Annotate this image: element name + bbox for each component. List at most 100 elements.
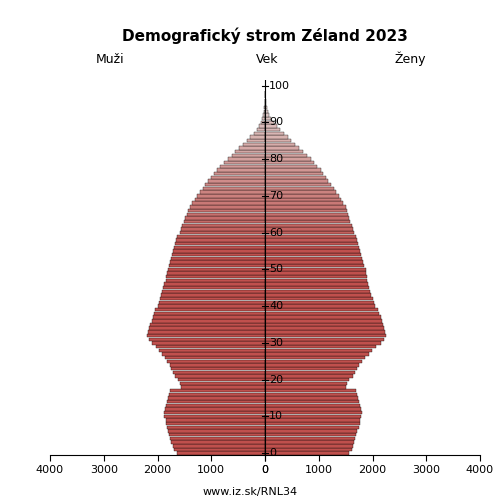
Bar bbox=[265, 164, 317, 168]
Bar bbox=[265, 360, 362, 363]
Bar bbox=[265, 202, 344, 205]
Bar bbox=[166, 275, 265, 278]
Bar bbox=[265, 124, 277, 128]
Bar bbox=[265, 120, 274, 124]
Bar bbox=[177, 452, 265, 455]
Bar bbox=[265, 198, 341, 201]
Bar bbox=[265, 110, 268, 113]
Bar bbox=[265, 437, 356, 440]
Bar bbox=[224, 161, 265, 164]
Bar bbox=[265, 411, 362, 414]
Bar bbox=[170, 389, 265, 392]
Bar bbox=[265, 264, 364, 268]
Bar bbox=[265, 426, 358, 429]
Bar bbox=[149, 326, 265, 330]
Bar bbox=[265, 444, 353, 448]
Bar bbox=[265, 290, 370, 293]
Bar bbox=[265, 286, 370, 290]
Bar bbox=[217, 168, 265, 172]
Bar bbox=[208, 180, 265, 183]
Bar bbox=[265, 430, 358, 433]
Bar bbox=[265, 128, 280, 132]
Bar bbox=[265, 242, 358, 246]
Bar bbox=[265, 183, 331, 186]
Bar bbox=[198, 194, 265, 198]
Bar bbox=[174, 374, 265, 378]
Bar bbox=[170, 437, 265, 440]
Bar bbox=[172, 367, 265, 370]
Bar bbox=[265, 440, 354, 444]
Bar bbox=[171, 256, 265, 260]
Bar bbox=[265, 308, 378, 312]
Bar bbox=[265, 234, 356, 238]
Bar bbox=[265, 356, 365, 360]
Bar bbox=[167, 426, 265, 429]
Bar bbox=[265, 176, 326, 179]
Bar bbox=[265, 139, 291, 142]
Bar bbox=[164, 286, 265, 290]
Bar bbox=[265, 334, 386, 337]
Bar bbox=[181, 386, 265, 388]
Bar bbox=[265, 260, 364, 264]
Bar bbox=[166, 422, 265, 426]
Bar bbox=[265, 246, 359, 249]
Bar bbox=[170, 260, 265, 264]
Bar bbox=[166, 404, 265, 407]
Bar bbox=[265, 180, 328, 183]
Bar bbox=[165, 408, 265, 410]
Bar bbox=[184, 220, 265, 223]
Bar bbox=[265, 282, 368, 286]
Bar bbox=[166, 278, 265, 282]
Bar bbox=[265, 433, 356, 436]
Bar bbox=[159, 348, 265, 352]
Bar bbox=[176, 238, 265, 242]
Bar bbox=[260, 124, 265, 128]
Bar bbox=[265, 142, 295, 146]
Bar bbox=[162, 352, 265, 356]
Bar bbox=[265, 231, 354, 234]
Bar bbox=[155, 308, 265, 312]
Bar bbox=[262, 117, 265, 120]
Bar bbox=[265, 117, 271, 120]
Bar bbox=[265, 113, 270, 116]
Bar bbox=[265, 209, 347, 212]
Bar bbox=[265, 216, 349, 220]
Bar bbox=[159, 300, 265, 304]
Bar bbox=[265, 363, 359, 366]
Bar bbox=[265, 227, 353, 230]
Bar bbox=[164, 414, 265, 418]
Bar bbox=[265, 154, 307, 157]
Bar bbox=[200, 190, 265, 194]
Bar bbox=[265, 158, 310, 160]
Bar bbox=[265, 224, 352, 227]
Bar bbox=[194, 198, 265, 201]
Bar bbox=[180, 227, 265, 230]
Text: 0: 0 bbox=[270, 448, 276, 458]
Bar bbox=[190, 205, 265, 208]
Bar bbox=[265, 161, 314, 164]
Text: www.iz.sk/RNL34: www.iz.sk/RNL34 bbox=[202, 488, 298, 498]
Bar bbox=[178, 378, 265, 382]
Bar bbox=[192, 202, 265, 205]
Bar bbox=[265, 422, 360, 426]
Bar bbox=[148, 330, 265, 334]
Bar bbox=[265, 319, 382, 322]
Bar bbox=[265, 404, 360, 407]
Bar bbox=[265, 168, 321, 172]
Bar bbox=[265, 326, 384, 330]
Bar bbox=[265, 220, 350, 223]
Bar bbox=[168, 430, 265, 433]
Bar bbox=[265, 370, 355, 374]
Bar bbox=[265, 345, 376, 348]
Bar bbox=[265, 238, 357, 242]
Text: Muži: Muži bbox=[96, 53, 124, 66]
Bar bbox=[265, 374, 352, 378]
Bar bbox=[164, 282, 265, 286]
Bar bbox=[265, 205, 345, 208]
Bar bbox=[168, 396, 265, 400]
Bar bbox=[265, 382, 346, 385]
Text: 90: 90 bbox=[270, 118, 283, 128]
Bar bbox=[265, 297, 372, 300]
Bar bbox=[185, 216, 265, 220]
Bar bbox=[265, 253, 361, 256]
